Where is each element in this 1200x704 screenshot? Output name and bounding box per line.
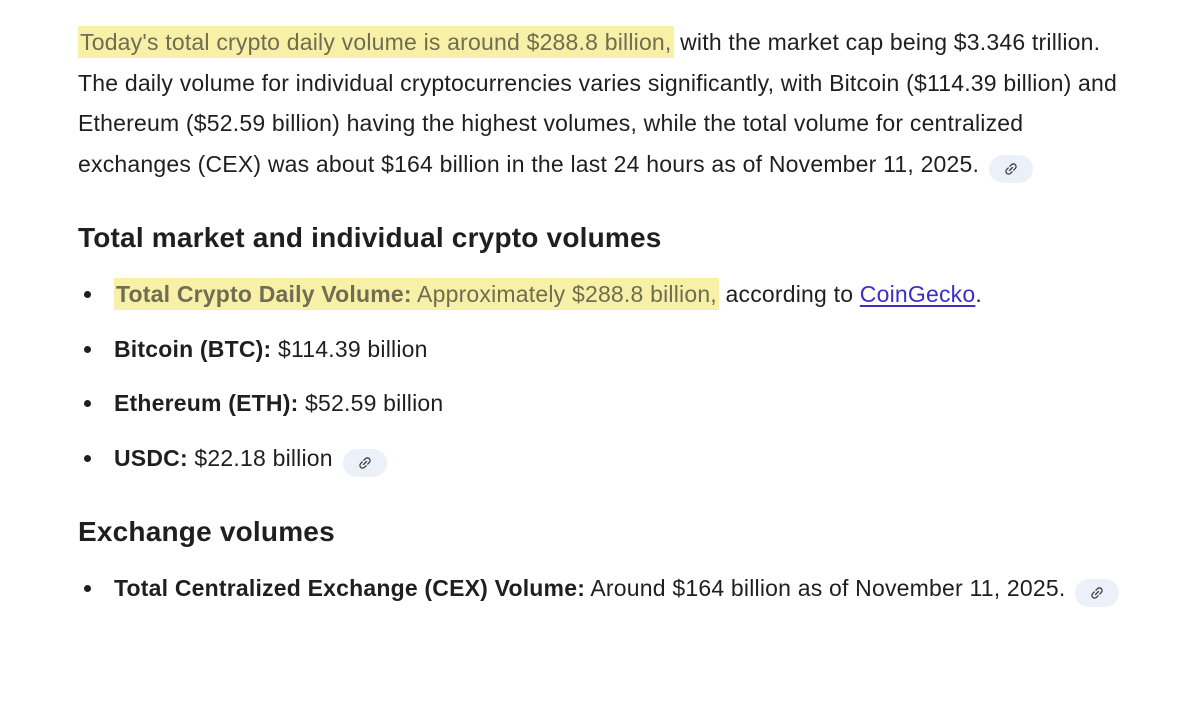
section-heading-market: Total market and individual crypto volum… (78, 222, 662, 253)
bullet-label: Total Crypto Daily Volume: (116, 281, 412, 307)
citation-chip[interactable] (989, 154, 1034, 183)
list-item-cex: Total Centralized Exchange (CEX) Volume:… (78, 568, 1134, 609)
list-item-usdc: USDC: $22.18 billion (78, 438, 1134, 479)
intro-text: with the market cap being $3.346 trillio… (78, 29, 1118, 177)
bullet-value: $22.18 billion (187, 444, 333, 471)
bullet-label: Bitcoin (BTC): (114, 335, 272, 362)
citation-chip[interactable] (342, 448, 387, 477)
intro-paragraph: Today's total crypto daily volume is aro… (78, 22, 1134, 184)
list-item-ethereum: Ethereum (ETH): $52.59 billion (78, 383, 1134, 424)
list-item-bitcoin: Bitcoin (BTC): $114.39 billion (78, 329, 1134, 370)
bullet-suffix: according to (718, 281, 860, 307)
bullet-label: USDC: (114, 444, 188, 471)
bullet-label: Total Centralized Exchange (CEX) Volume: (114, 575, 586, 601)
bullet-dot (84, 585, 91, 592)
section-heading-exchange: Exchange volumes (78, 516, 335, 547)
bullet-dot (84, 291, 91, 298)
highlighted-snippet: Today's total crypto daily volume is aro… (78, 26, 674, 58)
bullet-after-link: . (975, 281, 982, 307)
bullet-value: Approximately $288.8 billion, (411, 281, 717, 307)
bullet-dot (84, 345, 91, 353)
link-icon (359, 456, 371, 469)
highlighted-snippet: Total Crypto Daily Volume: Approximately… (114, 278, 719, 310)
market-volume-list: Total Crypto Daily Volume: Approximately… (78, 274, 1134, 478)
ai-answer-page: Today's total crypto daily volume is aro… (78, 22, 1134, 609)
citation-chip[interactable] (1075, 579, 1120, 607)
bullet-dot (84, 454, 91, 462)
coingecko-link[interactable]: CoinGecko (859, 281, 976, 307)
bullet-value: Around $164 billion as of November 11, 2… (585, 575, 1066, 601)
list-item-total-volume: Total Crypto Daily Volume: Approximately… (78, 274, 1134, 315)
bullet-label: Ethereum (ETH): (114, 390, 299, 416)
bullet-dot (84, 400, 91, 407)
link-icon (1005, 162, 1017, 175)
exchange-volume-list: Total Centralized Exchange (CEX) Volume:… (78, 568, 1134, 609)
link-icon (1091, 587, 1104, 599)
bullet-value: $114.39 billion (271, 335, 428, 362)
bullet-value: $52.59 billion (298, 390, 444, 416)
